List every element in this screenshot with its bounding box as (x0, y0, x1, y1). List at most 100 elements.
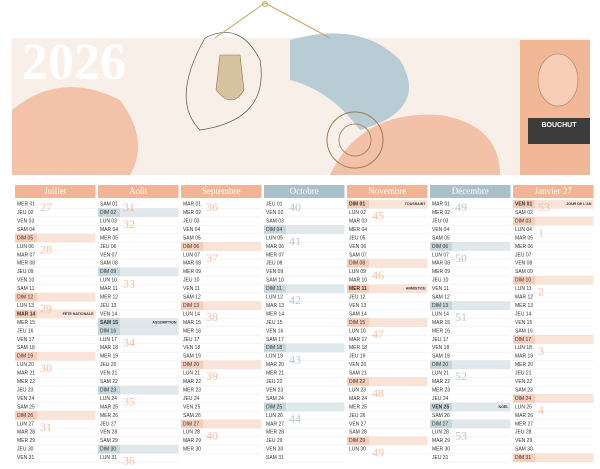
day-label: MAR 06 (266, 244, 284, 250)
week-number: 1 (538, 226, 544, 240)
day-label: MER 21 (266, 371, 284, 377)
day-label: MER 02 (183, 210, 201, 216)
day-label: SAM 07 (349, 252, 367, 258)
day-label: MER 20 (515, 362, 533, 368)
day-label: VEN 20 (349, 362, 366, 368)
day-label: MER 27 (515, 421, 533, 427)
day-label: DIM 22 (349, 379, 365, 385)
mandala (338, 123, 372, 157)
day-label: SAM 12 (183, 295, 201, 301)
day-label: MAR 25 (100, 404, 118, 410)
week-number: 40 (206, 428, 218, 442)
week-number: 38 (206, 310, 218, 324)
day-label: LUN 02 (349, 210, 366, 216)
day-label: JEU 15 (266, 320, 283, 326)
row-shade (15, 292, 96, 302)
day-label: JEU 30 (17, 447, 34, 453)
day-label: VEN 11 (432, 286, 449, 292)
day-label: VEN 02 (266, 210, 283, 216)
day-label: SAM 29 (100, 438, 118, 444)
day-label: MER 25 (349, 404, 367, 410)
day-label: MER 07 (266, 252, 284, 258)
day-shade (181, 242, 203, 251)
day-shade (430, 242, 452, 251)
day-label: LUN 11 (515, 286, 532, 292)
day-label: LUN 31 (100, 455, 117, 461)
day-label: JEU 08 (266, 261, 283, 267)
blob (12, 87, 138, 175)
day-label: VEN 29 (515, 438, 532, 444)
day-label: MAR 24 (349, 396, 367, 402)
row-shade (347, 377, 428, 386)
day-label: MAR 22 (183, 379, 201, 385)
day-label: MAR 10 (349, 278, 367, 284)
day-label: LUN 16 (349, 328, 366, 334)
month-name: Août (129, 186, 147, 196)
week-number: 43 (289, 352, 301, 366)
day-label: DIM 17 (515, 337, 531, 343)
day-label: MER 01 (17, 202, 35, 208)
row-shade (15, 233, 96, 243)
day-label: LUN 06 (17, 244, 34, 250)
day-label: LUN 05 (266, 235, 283, 241)
banner: 2026 BOUCHUT (12, 1, 590, 175)
day-shade (347, 284, 369, 293)
day-label: MER 16 (432, 328, 450, 334)
day-label: DIM 05 (17, 235, 33, 241)
day-label: SAM 10 (266, 278, 284, 284)
day-label: MAR 17 (349, 337, 367, 343)
row-shade (264, 284, 345, 293)
day-label: JEU 02 (17, 210, 34, 216)
day-label: JEU 24 (432, 396, 449, 402)
day-label: VEN 08 (515, 261, 532, 267)
day-label: MER 11 (349, 286, 367, 292)
day-label: MAR 08 (432, 261, 450, 267)
day-label: VEN 06 (349, 244, 366, 250)
row-shade (15, 352, 96, 361)
day-label: VEN 04 (183, 227, 200, 233)
week-number: 36 (206, 200, 218, 214)
day-label: VEN 27 (349, 421, 366, 427)
month-header (264, 185, 345, 198)
row-shade (347, 200, 428, 209)
blob (330, 114, 500, 175)
week-number: 37 (206, 251, 218, 265)
day-label: JEU 29 (266, 438, 283, 444)
day-label: LUN 07 (183, 252, 200, 258)
day-label: LUN 10 (100, 278, 117, 284)
day-shade (513, 453, 535, 462)
day-label: MER 06 (515, 244, 533, 250)
day-shade (347, 259, 369, 268)
week-number: 44 (289, 411, 301, 425)
day-label: LUN 12 (266, 295, 283, 301)
day-label: MAR 01 (432, 202, 450, 208)
day-label: VEN 13 (349, 303, 366, 309)
day-label: SAM 08 (100, 261, 118, 267)
week-number: 31 (123, 200, 135, 214)
day-label: LUN 21 (183, 371, 200, 377)
day-label: LUN 13 (17, 303, 34, 309)
day-shade (98, 208, 120, 217)
day-label: MER 12 (100, 295, 118, 301)
day-label: SAM 17 (266, 337, 284, 343)
day-label: SAM 01 (100, 202, 118, 208)
day-label: LUN 19 (266, 354, 283, 360)
week-number: 36 (123, 454, 135, 468)
day-label: MER 28 (266, 430, 284, 436)
day-label: DIM 31 (515, 455, 531, 461)
day-shade (264, 225, 286, 234)
week-number: 29 (40, 302, 52, 316)
day-label: MER 02 (432, 210, 450, 216)
week-number: 32 (123, 217, 135, 231)
row-shade (181, 360, 262, 369)
day-label: SAM 12 (432, 295, 450, 301)
day-label: MAR 27 (266, 421, 284, 427)
day-label: VEN 11 (183, 286, 200, 292)
day-label: JEU 03 (183, 218, 200, 224)
day-label: VEN 25 (183, 404, 200, 410)
day-label: SAM 23 (515, 387, 533, 393)
day-shade (98, 318, 120, 327)
day-label: VEN 09 (266, 269, 283, 275)
blob (290, 33, 409, 131)
row-shade (347, 436, 428, 446)
